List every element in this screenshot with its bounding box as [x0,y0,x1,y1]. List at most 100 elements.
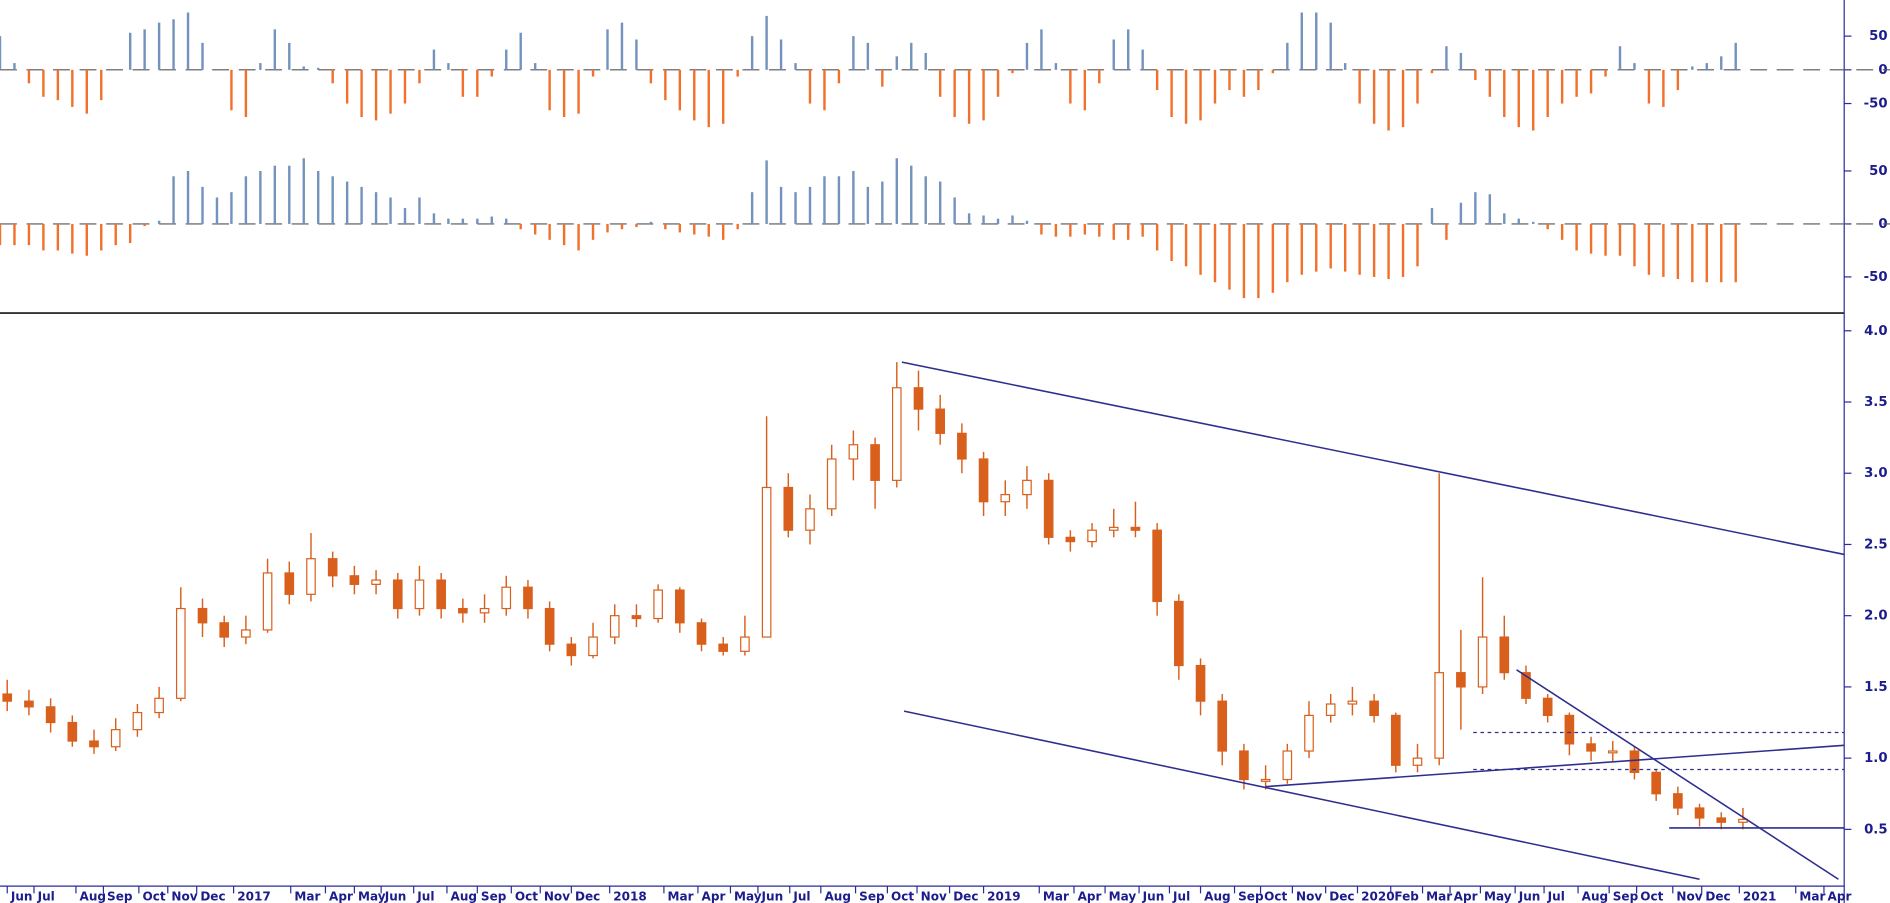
bar [1372,69,1376,124]
bar [953,197,956,224]
y-tick-label: 2.0 [1864,609,1887,624]
x-tick-label: Jul [1172,889,1190,903]
candle-body [284,572,295,595]
bar [1199,223,1202,275]
bar [1633,63,1636,70]
bar [27,223,31,246]
bar [722,69,725,124]
candle-body [1347,700,1358,705]
x-tick-label: Dec [1329,889,1354,903]
bar [172,176,175,224]
x-tick-label: Apr [1828,889,1852,903]
bar [562,223,566,246]
bar [1604,69,1607,77]
bar [967,213,971,224]
bar [910,165,913,224]
bar [620,22,624,70]
bar [1083,223,1087,235]
candle-body [1673,793,1683,809]
candle-body [718,643,729,652]
bar [1300,223,1303,275]
bar [938,69,942,97]
bar [635,39,638,70]
bar [418,197,421,224]
bar [1155,69,1159,91]
candle-body [1434,672,1445,759]
candle-body [154,697,164,714]
bar [1011,69,1014,74]
bar [924,176,927,224]
bar [895,158,898,224]
bar [1271,69,1275,74]
bar [13,223,16,246]
bar [1662,69,1665,107]
bar [1676,223,1680,280]
candle-body [1000,493,1011,503]
bar [186,170,190,224]
candle-body [1369,700,1379,717]
bar [1401,223,1405,277]
bar [736,223,739,230]
candle-body [1694,807,1705,819]
bar [1098,69,1101,84]
x-tick-label: Jul [37,889,55,903]
bar [317,67,320,70]
x-tick-label: 2020 [1361,889,1395,903]
bar [490,69,493,77]
x-tick-label: Aug [80,889,107,903]
y-tick-label: 4.0 [1864,324,1887,339]
x-tick-label: Jul [1547,889,1565,903]
bar [288,165,291,224]
bar [996,218,1000,224]
bar [750,192,754,224]
bar [1343,223,1347,272]
bar [1069,69,1072,104]
bar [418,69,421,84]
candle-body [1043,479,1054,538]
x-tick-label: Jun [384,889,407,903]
bar [0,223,2,246]
bar [910,42,913,70]
bar [345,181,349,224]
bar [403,208,407,224]
candle-body [2,693,13,702]
bar [1445,223,1448,240]
bar [519,223,522,230]
bar [1459,202,1463,224]
y-tick-label: 50 [1869,164,1887,179]
bar [505,218,508,224]
candle-body [197,607,208,624]
trend-line [1516,669,1839,880]
bar [1575,69,1578,97]
bar [996,69,1000,97]
bar [85,69,88,114]
x-tick-label: May [358,889,386,903]
bar [13,63,16,70]
bar [273,165,277,224]
bar [938,181,942,224]
candle-body [1065,536,1076,543]
bar [0,36,2,70]
x-tick-label: Dec [575,889,600,903]
bar [100,69,103,101]
bar [548,223,551,240]
candle-body [1108,526,1119,531]
bar [360,69,363,118]
bar [447,63,450,70]
bar [1127,29,1130,70]
bar [317,170,320,224]
x-tick-label: Sep [1238,889,1264,903]
bar [1705,63,1708,70]
bar [1691,223,1694,283]
y-tick-label: 1.0 [1864,751,1887,766]
x-tick-label: Nov [1676,889,1702,903]
x-tick-label: Oct [515,889,538,903]
x-tick-label: Aug [1204,889,1231,903]
candle-body [891,387,902,481]
candle-body [1542,697,1553,717]
bar [1503,213,1506,224]
bar [128,32,132,70]
bar [837,69,841,84]
y-tick-label: 3.5 [1864,395,1887,410]
candle-body [1325,703,1336,717]
